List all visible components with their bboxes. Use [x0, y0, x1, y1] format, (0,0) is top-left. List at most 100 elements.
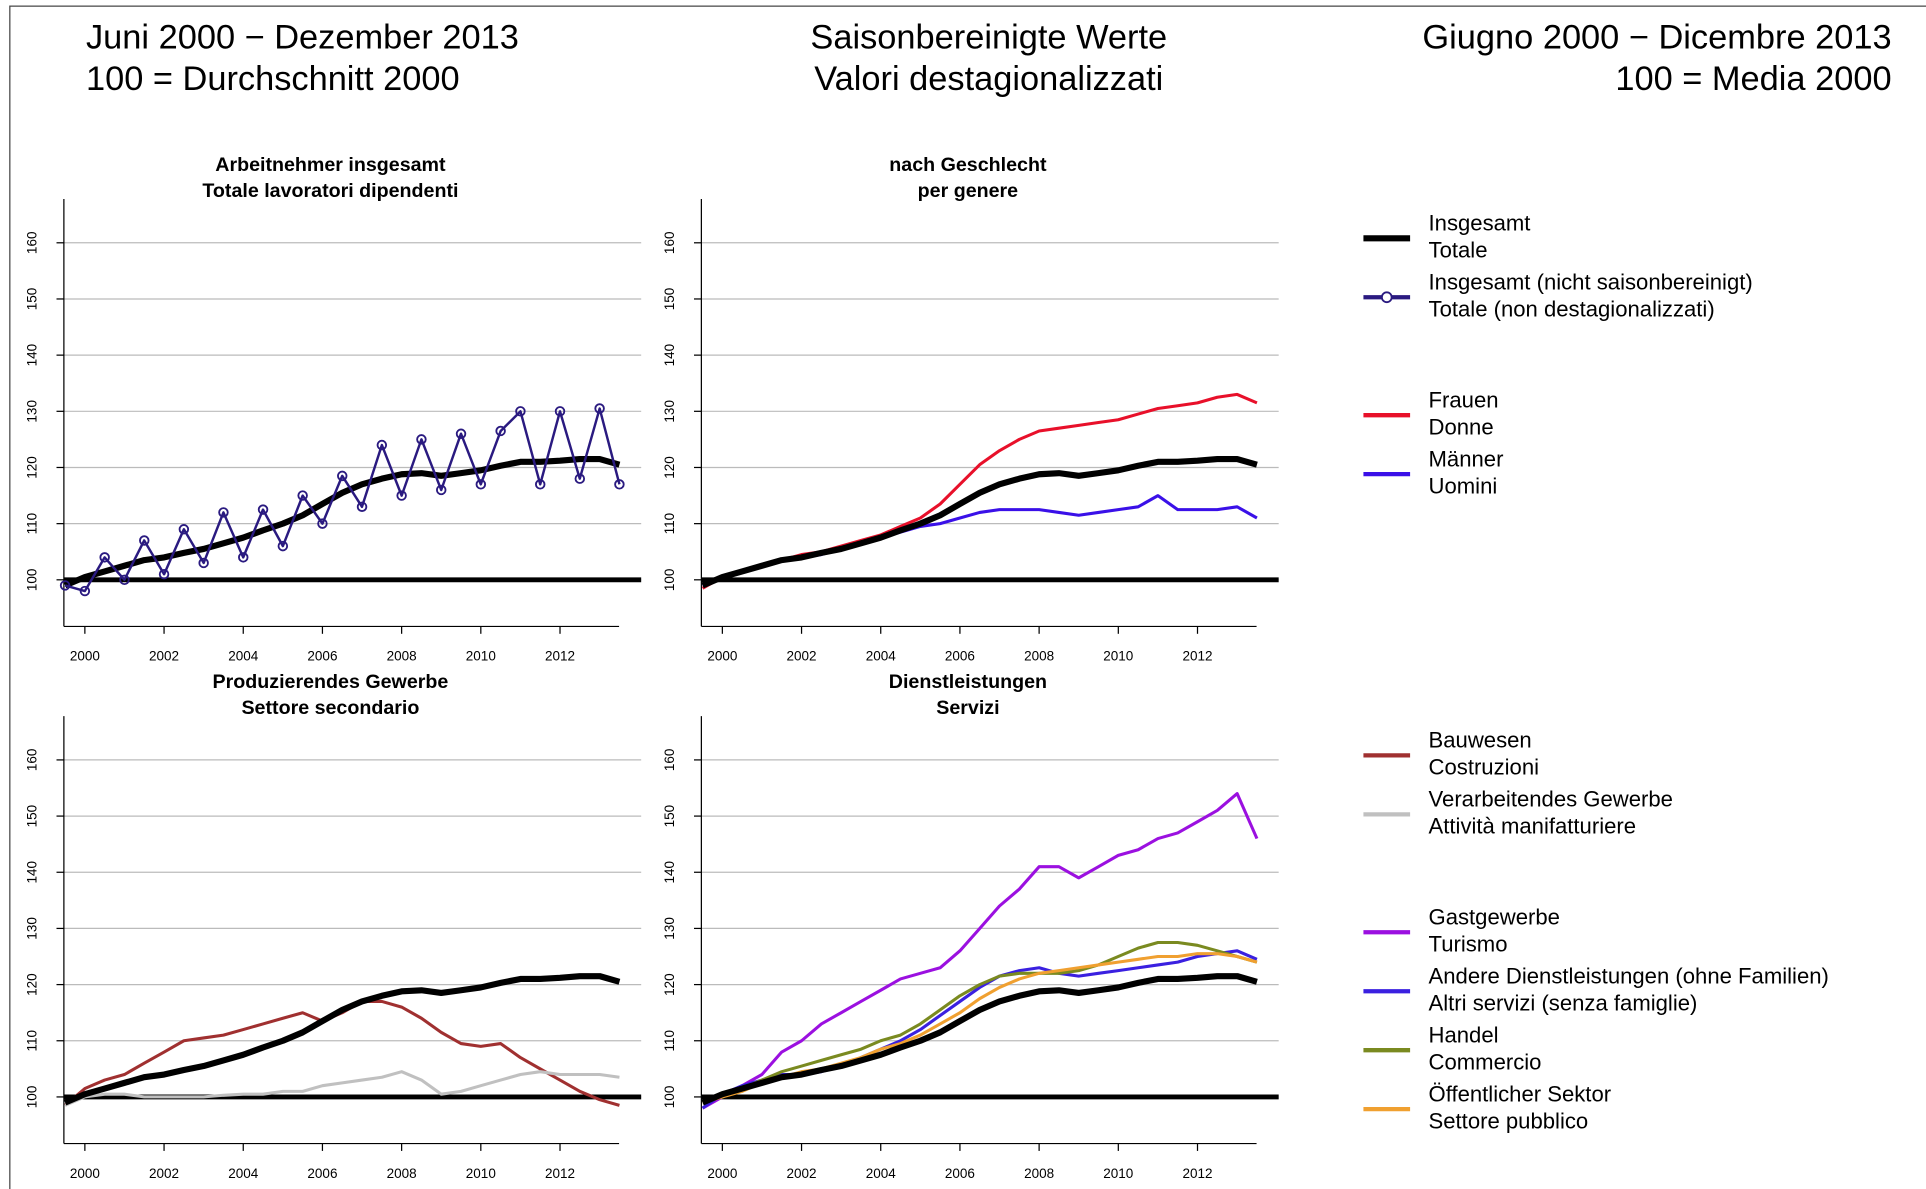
series-marker [534, 479, 546, 490]
y-tick-label: 100 [662, 1086, 677, 1109]
x-tick-label: 2012 [545, 1166, 575, 1181]
x-tick-label: 2002 [787, 649, 817, 664]
x-tick-label: 2010 [466, 649, 496, 664]
series-marker [297, 490, 308, 501]
series-marker [416, 434, 427, 445]
series-marker [277, 540, 289, 552]
x-tick-label: 2000 [70, 649, 100, 664]
y-tick-label: 150 [662, 805, 677, 828]
header-center-2: Valori destagionalizzati [814, 60, 1163, 98]
series-line [64, 1070, 620, 1107]
chart-title: per genere [918, 180, 1019, 202]
y-tick-label: 150 [25, 288, 40, 311]
series-marker [436, 484, 447, 496]
legend-label: Costruzioni [1429, 755, 1540, 780]
x-tick-label: 2004 [866, 649, 897, 664]
x-tick-label: 2002 [787, 1166, 817, 1181]
series-marker [178, 524, 190, 535]
series-marker [218, 507, 229, 518]
series-line [701, 792, 1259, 1110]
legend-label: Bauwesen [1429, 728, 1532, 753]
y-tick-label: 140 [25, 344, 40, 367]
legend-label: Handel [1429, 1023, 1499, 1048]
x-tick-label: 2002 [149, 1166, 179, 1181]
series-line [63, 973, 621, 1106]
legend-label: Totale [1429, 238, 1488, 263]
series-marker [495, 425, 506, 437]
chart-title: Arbeitnehmer insgesamt [215, 154, 446, 176]
header-left-2: 100 = Durchschnitt 2000 [86, 60, 460, 98]
y-tick-label: 140 [25, 861, 40, 884]
header-center-1: Saisonbereinigte Werte [810, 18, 1167, 56]
chart-title: Servizi [936, 697, 999, 719]
series-marker [238, 552, 249, 563]
x-tick-label: 2008 [387, 649, 417, 664]
x-tick-label: 2010 [466, 1166, 496, 1181]
x-tick-label: 2006 [307, 1166, 337, 1181]
series-marker [337, 470, 348, 482]
series-marker [158, 568, 170, 580]
header-right-1: Giugno 2000 − Dicembre 2013 [1422, 18, 1891, 56]
legend-label: Frauen [1429, 387, 1499, 412]
x-tick-label: 2008 [1024, 649, 1054, 664]
series-line [64, 999, 620, 1107]
legend-marker [1380, 291, 1393, 304]
series-marker [376, 439, 388, 451]
series-marker [99, 552, 110, 563]
series-marker [515, 406, 526, 417]
x-tick-label: 2010 [1103, 649, 1133, 664]
legend-label: Altri servizi (senza famiglie) [1429, 991, 1698, 1016]
y-tick-label: 100 [662, 569, 677, 592]
y-tick-label: 130 [662, 917, 677, 940]
legend-label: Commercio [1429, 1050, 1542, 1075]
chart-title: nach Geschlecht [889, 154, 1047, 176]
legend-label: Settore pubblico [1429, 1109, 1589, 1134]
series-line [702, 494, 1258, 587]
series-line [702, 940, 1258, 1105]
series-line [64, 407, 621, 593]
legend-label: Insgesamt [1429, 211, 1531, 236]
x-tick-label: 2004 [866, 1166, 897, 1181]
y-tick-label: 120 [25, 973, 40, 996]
chart-title: Produzierendes Gewerbe [213, 671, 449, 693]
series-marker [356, 501, 368, 513]
x-tick-label: 2012 [1182, 1166, 1212, 1181]
series-line [63, 455, 621, 589]
header-right-2: 100 = Media 2000 [1615, 60, 1891, 98]
x-tick-label: 2006 [945, 1166, 975, 1181]
y-tick-label: 120 [662, 456, 677, 479]
x-tick-label: 2000 [707, 649, 737, 664]
x-tick-label: 2002 [149, 649, 179, 664]
y-tick-label: 100 [25, 1086, 40, 1109]
series-marker [257, 504, 269, 515]
legend-label: Andere Dienstleistungen (ohne Familien) [1429, 964, 1829, 989]
series-marker [198, 557, 209, 569]
series-line [701, 973, 1258, 1106]
y-tick-label: 160 [25, 232, 40, 255]
x-tick-label: 2006 [307, 649, 337, 664]
y-tick-label: 140 [662, 861, 677, 884]
y-tick-label: 120 [25, 456, 40, 479]
y-tick-label: 140 [662, 344, 677, 367]
y-tick-label: 120 [662, 973, 677, 996]
series-marker [574, 473, 586, 484]
y-tick-label: 110 [25, 1030, 40, 1052]
y-tick-label: 160 [662, 232, 677, 255]
y-tick-label: 130 [25, 917, 40, 940]
chart-title: Settore secondario [241, 697, 419, 719]
header-left-1: Juni 2000 − Dezember 2013 [86, 18, 519, 56]
legend-label: Donne [1429, 415, 1494, 440]
series-marker [317, 518, 328, 529]
legend-label: Gastgewerbe [1429, 905, 1560, 930]
x-tick-label: 2000 [70, 1166, 100, 1181]
chart-title: Totale lavoratori dipendenti [202, 180, 458, 202]
x-tick-label: 2006 [945, 649, 975, 664]
series-line [701, 455, 1258, 589]
frame [9, 5, 1926, 1189]
x-tick-label: 2008 [1024, 1166, 1054, 1181]
legend-label: Insgesamt (nicht saisonbereinigt) [1429, 270, 1753, 295]
legend-label: Öffentlicher Sektor [1429, 1081, 1612, 1106]
x-tick-label: 2004 [228, 1166, 259, 1181]
series-marker [614, 479, 625, 490]
